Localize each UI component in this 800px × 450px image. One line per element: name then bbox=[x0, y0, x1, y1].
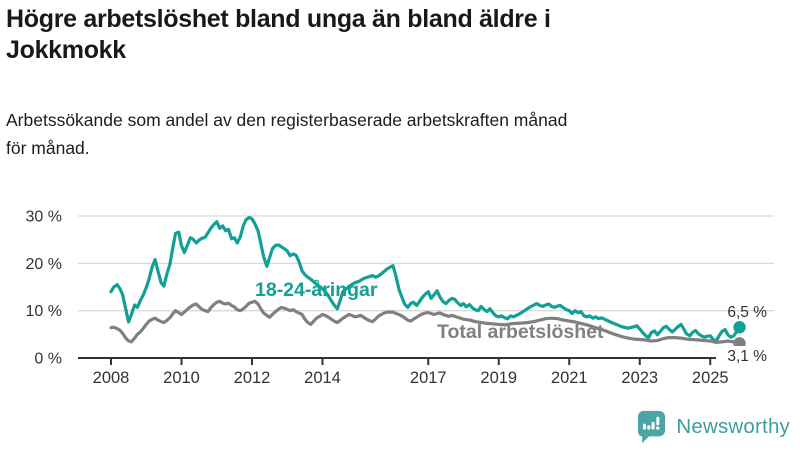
x-tick-label-2017: 2017 bbox=[410, 369, 447, 387]
gridlines bbox=[78, 215, 774, 312]
y-tick-label-30: 30 % bbox=[26, 209, 62, 226]
title-line-1: Högre arbetslöshet bland unga än bland ä… bbox=[6, 5, 551, 33]
x-axis-labels: 2008 2010 2012 2014 2017 2019 2021 2023 2025 bbox=[93, 369, 729, 387]
subtitle-line-2: för månad. bbox=[6, 138, 90, 159]
title-line-2: Jokkmokk bbox=[6, 35, 126, 64]
data-series bbox=[109, 215, 746, 350]
series-label-youth: 18-24-åringar bbox=[255, 278, 378, 301]
series-line-total bbox=[109, 299, 742, 345]
x-axis bbox=[78, 357, 768, 365]
x-tick-label-2019: 2019 bbox=[480, 369, 517, 387]
brand-footer: Newsworthy bbox=[636, 410, 790, 444]
page-title: Högre arbetslöshet bland unga än bland ä… bbox=[6, 4, 786, 65]
logo-bars bbox=[643, 416, 660, 430]
end-value-total: 3,1 % bbox=[727, 348, 767, 365]
brand-name: Newsworthy bbox=[676, 415, 790, 438]
chart-subtitle: Arbetssökande som andel av den registerb… bbox=[6, 106, 794, 163]
series-end-dot-youth bbox=[733, 321, 746, 334]
x-tick-label-2012: 2012 bbox=[234, 369, 271, 387]
x-tick-label-2010: 2010 bbox=[163, 369, 200, 387]
bar-chart-speech-bubble-icon bbox=[638, 410, 666, 444]
series-line-youth bbox=[109, 215, 742, 343]
x-tick-label-2021: 2021 bbox=[551, 369, 588, 387]
end-value-youth: 6,5 % bbox=[727, 304, 767, 321]
x-tick-label-2014: 2014 bbox=[304, 369, 341, 387]
y-tick-label-10: 10 % bbox=[26, 303, 62, 320]
subtitle-line-1: Arbetssökande som andel av den registerb… bbox=[6, 110, 568, 130]
y-tick-label-20: 20 % bbox=[26, 256, 62, 273]
y-axis-labels: 0 % 10 % 20 % 30 % bbox=[26, 209, 62, 368]
x-tick-label-2008: 2008 bbox=[93, 369, 130, 387]
x-tick-label-2023: 2023 bbox=[621, 369, 658, 387]
x-tick-label-2025: 2025 bbox=[692, 369, 729, 387]
series-label-total: Total arbetslöshet bbox=[437, 321, 604, 343]
y-tick-label-0: 0 % bbox=[34, 351, 62, 368]
end-label-total-backplate bbox=[716, 346, 768, 362]
